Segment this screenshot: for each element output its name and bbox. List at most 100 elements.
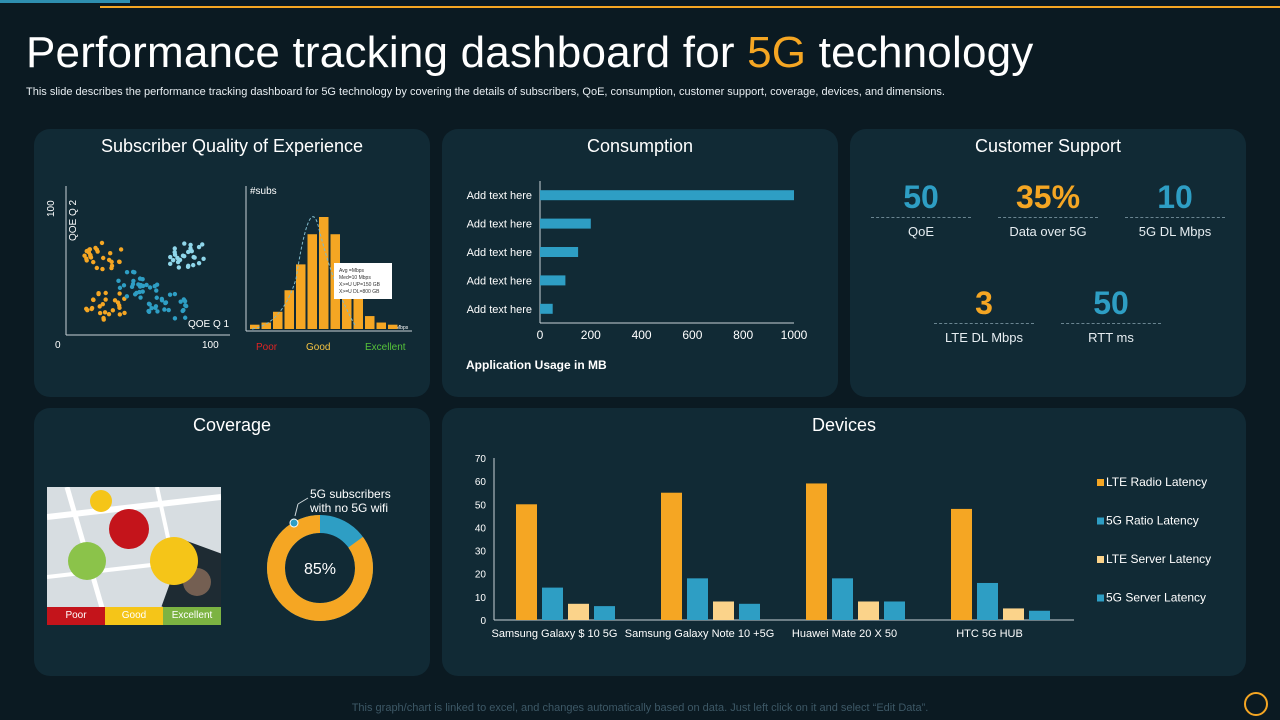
devices-bar [832,578,853,620]
scatter-point [172,246,177,251]
scatter-point [103,290,108,296]
hist-subs-label: #subs [250,186,277,197]
devices-chart[interactable]: 0 10 20 30 40 50 60 70 Samsung Galaxy $ 10 5G Sa… [442,408,1246,676]
consumption-bar [540,218,591,229]
scatter-point [124,269,130,275]
coverage-map[interactable] [47,487,221,625]
hist-excellent-label: Excellent [365,342,406,353]
qoe-title: Subscriber Quality of Experience [100,136,364,156]
scatter-point [186,249,191,255]
qoe-y-top-label: 100 [46,200,57,217]
scatter-point [107,251,113,256]
coverage-donut[interactable]: 5G subscribers with no 5G wifi 85% [230,408,430,676]
histogram-bar [365,316,375,329]
hist-info-2: Med=10 Mbps [339,275,371,281]
devices-y-tick-label: 20 [475,570,487,581]
scatter-point [132,270,137,275]
scatter-point [97,310,103,316]
scatter-point [100,302,105,307]
scatter-point [117,312,123,317]
consumption-category-label: Add text here [467,304,532,316]
devices-y-tick-label: 70 [475,454,487,465]
legend-label: LTE Radio Latency [1106,475,1207,489]
qoe-x-axis-label: QOE Q 1 [188,319,230,330]
scatter-point [118,247,124,252]
scatter-point [167,261,173,267]
coverage-legend: Poor Good Excellent [47,607,221,625]
devices-bar [713,601,734,620]
consumption-panel: Consumption Add text here Add text here Ad… [442,129,838,397]
kpi-qoe-label: QoE [907,224,934,239]
histogram-bar [261,322,271,329]
scatter-point [182,241,187,246]
qoe-charts[interactable]: 100 QOE Q 2 QOE Q 1 0 100 #subs Mbps Avg… [34,129,430,397]
scatter-point [121,283,127,288]
kpi-5g-dl-value: 10 [1157,179,1193,215]
scatter-point [149,305,154,311]
devices-bar [884,601,905,620]
legend-label: 5G Ratio Latency [1106,514,1199,528]
coverage-circle-good [150,537,198,585]
scatter-point [87,247,93,252]
corner-ring-icon [1244,692,1268,716]
devices-bar [951,508,972,620]
scatter-point [190,262,196,268]
scatter-point [129,284,135,290]
hist-info-1: Avg =Mbps [339,268,365,274]
devices-category-label: Huawei Mate 20 X 50 [792,628,897,640]
scatter-point [146,308,151,314]
devices-y-tick-label: 50 [475,500,487,511]
coverage-circle-poor [109,509,149,549]
scatter-point [176,265,182,270]
devices-bar [542,587,563,620]
legend-swatch [1097,479,1104,486]
consumption-title: Consumption [586,136,694,156]
kpi-5g-dl: 10 5G DL Mbps [1125,179,1225,239]
scatter-point [196,260,202,266]
scatter-point [152,283,157,289]
customer-support-panel: Customer Support 50 QoE 35% Data over 5G… [850,129,1246,397]
scatter-point [131,278,136,284]
scatter-point [101,255,106,261]
devices-bar [1003,608,1024,620]
histogram-bar [250,324,260,329]
scatter-point [89,305,95,311]
scatter-point [181,297,187,302]
scatter-point [90,297,96,302]
scatter-point [84,258,89,263]
kpi-data-over-5g: 35% Data over 5G [998,179,1098,239]
histogram-bar [273,311,283,329]
scatter-point [106,311,112,317]
devices-bar [594,606,615,620]
scatter-point [188,242,193,248]
devices-bar [687,578,708,620]
scatter-point [162,307,167,312]
scatter-point [167,292,173,297]
devices-bar [739,603,760,620]
scatter-point [134,290,139,296]
consumption-bar [540,190,794,201]
legend-swatch [1097,556,1104,563]
consumption-category-label: Add text here [467,219,532,231]
scatter-point [172,249,177,255]
consumption-chart[interactable]: Add text here Add text here Add text here A… [442,129,838,397]
consumption-tick-label: 1000 [781,328,808,342]
scatter-point [116,303,122,308]
legend-good: Good [105,607,163,625]
histogram-bar [284,290,294,329]
kpi-qoe: 50 QoE [871,179,971,239]
histogram-bar [388,324,398,329]
scatter-point [117,259,122,265]
devices-bar [858,601,879,620]
scatter-point [97,304,102,309]
devices-bar [516,504,537,620]
devices-category-label: HTC 5G HUB [956,628,1023,640]
scatter-point [155,309,160,314]
coverage-circle-excellent [68,542,106,580]
kpi-qoe-value: 50 [903,179,939,215]
consumption-tick-label: 400 [632,328,652,342]
scatter-point [180,253,186,258]
donut-slice-main [267,515,373,621]
scatter-point [117,291,122,296]
scatter-point [109,263,115,269]
